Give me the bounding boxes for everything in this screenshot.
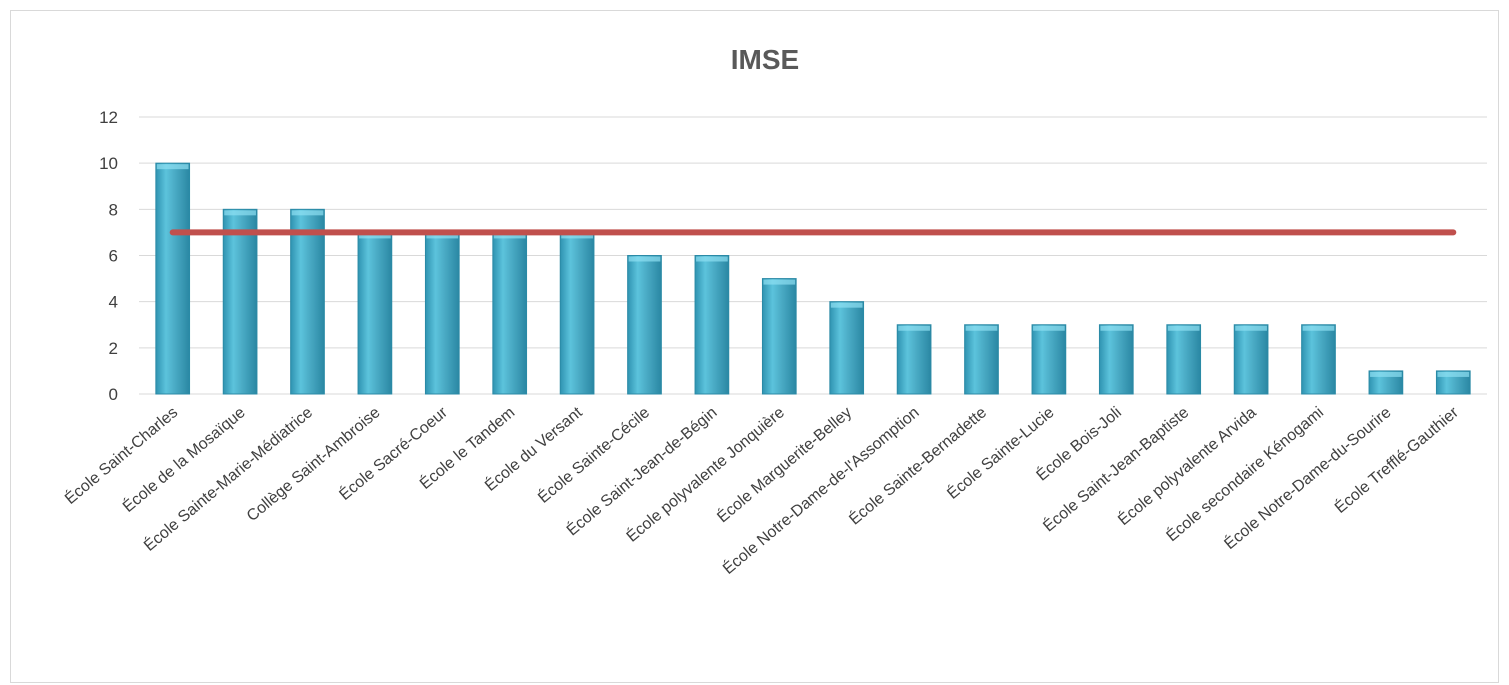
x-tick-label: Collège Saint-Ambroise <box>244 404 384 525</box>
x-tick-label: École Trefflé-Gauthier <box>1331 402 1463 517</box>
y-tick-label: 12 <box>99 108 118 127</box>
bar <box>1301 324 1336 395</box>
bar-highlight <box>493 233 526 239</box>
bar <box>424 231 460 395</box>
bar-highlight <box>224 210 256 216</box>
bar <box>1098 324 1134 395</box>
bar <box>694 255 730 395</box>
y-tick-label: 8 <box>109 200 118 219</box>
chart-title: IMSE <box>730 44 800 75</box>
y-tick-label: 2 <box>109 339 118 358</box>
x-tick-label: École Sainte-Cécile <box>534 402 653 506</box>
bar-highlight <box>291 210 324 216</box>
bar <box>492 231 528 395</box>
x-tick-label: École Marguerite-Belley <box>713 403 855 527</box>
y-tick-label: 4 <box>109 293 118 312</box>
bar-highlight <box>1437 371 1470 377</box>
bar <box>290 208 325 395</box>
bar-highlight <box>1235 325 1267 331</box>
x-tick-label: École Saint-Charles <box>61 403 182 508</box>
bar <box>1031 324 1067 395</box>
bar-highlight <box>898 325 930 331</box>
bar <box>761 278 797 395</box>
bar <box>829 301 865 395</box>
y-tick-label: 6 <box>109 247 118 266</box>
bar <box>627 255 662 395</box>
y-tick-label: 10 <box>99 154 118 173</box>
y-tick-label: 0 <box>109 385 118 404</box>
bar-highlight <box>1033 325 1065 331</box>
bar-highlight <box>965 325 998 331</box>
bar-highlight <box>1370 371 1402 377</box>
bar-highlight <box>1167 325 1200 331</box>
bar <box>896 324 932 395</box>
x-tick-label: École Sacré-Coeur <box>335 402 451 504</box>
bar-highlight <box>1100 325 1133 331</box>
bar <box>964 324 999 395</box>
bar-highlight <box>696 256 728 262</box>
bar <box>1233 324 1269 395</box>
bar <box>222 208 258 395</box>
bar-highlight <box>426 233 459 239</box>
bar <box>1166 324 1202 395</box>
bar-highlight <box>156 164 189 170</box>
bar-highlight <box>830 302 863 308</box>
bar <box>155 162 191 395</box>
bar-highlight <box>763 279 796 285</box>
x-tick-label: École Sainte-Lucie <box>943 402 1057 502</box>
bar <box>559 231 595 395</box>
x-tick-label: École Sainte-Bernadette <box>845 402 990 528</box>
bar <box>357 231 393 395</box>
bar-highlight <box>359 233 391 239</box>
bar-highlight <box>1302 325 1335 331</box>
x-tick-label: École de la Mosaïque <box>119 402 249 516</box>
bar-highlight <box>561 233 593 239</box>
bar-highlight <box>628 256 661 262</box>
